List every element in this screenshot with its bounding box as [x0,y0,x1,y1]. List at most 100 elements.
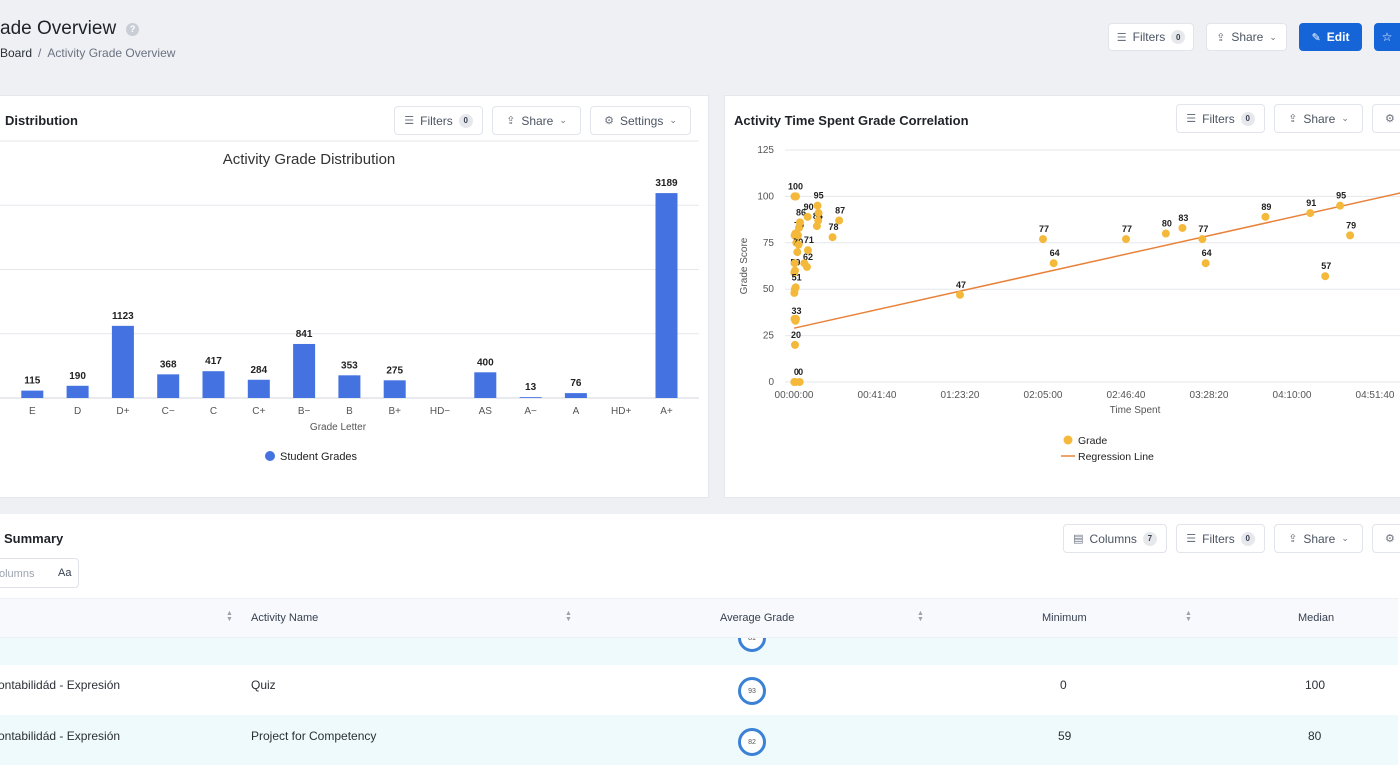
bar-value-label: 76 [570,378,582,389]
data-point [1039,235,1047,244]
summary-panel-actions: ▤ Columns 7 ☰ Filters 0 ⇪ Share ⌄ ⚙ [1063,524,1400,553]
bar [293,343,316,398]
th-average-grade[interactable]: Average Grade [720,612,795,624]
bar-value-label: 353 [341,360,358,371]
legend-label: Student Grades [280,451,358,463]
column-search-input[interactable]: olumns Aa [0,558,79,588]
sort-icon[interactable]: ▲ ▼ [565,610,572,623]
point-label: 87 [835,206,845,216]
sort-icon[interactable]: ▲ ▼ [1185,610,1192,623]
summary-filters-button[interactable]: ☰ Filters 0 [1176,524,1265,553]
dist-filters-button[interactable]: ☰ Filters 0 [394,106,483,135]
bar [202,371,225,398]
columns-button[interactable]: ▤ Columns 7 [1063,524,1167,553]
bar-value-label: 190 [69,371,86,382]
data-point [1161,229,1170,238]
dist-share-button[interactable]: ⇪ Share ⌄ [492,106,581,135]
filter-icon: ☰ [1116,31,1127,44]
sort-icon[interactable]: ▲ ▼ [226,610,233,623]
x-tick-label: B− [298,406,311,417]
data-point [956,290,964,299]
grade-distribution-chart: Activity Grade Distribution9115E190D1123… [0,140,699,463]
cell-course: ontabilidád - Expresión [0,729,121,743]
bar [474,372,497,398]
x-tick-label: D [74,406,81,417]
point-label: 91 [1306,198,1316,208]
cell-activity-name: Project for Competency [251,729,377,743]
chevron-down-icon: ⌄ [1341,113,1349,123]
bar-value-label: 284 [250,365,267,376]
x-tick-label: C [210,406,217,417]
header-filters-count: 0 [1171,30,1186,44]
y-tick-label: 50 [763,284,775,295]
summary-share-label: Share [1303,531,1336,546]
header-share-button[interactable]: ⇪ Share ⌄ [1206,23,1287,51]
point-label: 57 [1321,261,1331,271]
y-tick-label: 125 [757,145,774,156]
help-icon[interactable]: ? [126,22,140,36]
breadcrumb-separator: / [38,46,42,60]
data-point [790,259,799,268]
x-tick-label: 03:28:20 [1190,390,1229,401]
page-title: ade Overview ? [0,18,140,40]
cell-minimum: 59 [1058,729,1072,743]
bar-value-label: 417 [205,356,222,367]
legend-label: Regression Line [1078,451,1154,463]
sort-icon[interactable]: ▲ ▼ [917,610,924,623]
y-tick-label: 0 [768,377,774,388]
table-row[interactable]: ontabilidád - Expresión Project for Comp… [0,715,1398,765]
th-minimum[interactable]: Minimum [1042,612,1087,624]
corr-filters-count: 0 [1240,111,1255,126]
table-row[interactable]: 81 [0,638,1398,665]
point-label: 78 [829,222,839,232]
th-activity-name[interactable]: Activity Name [251,612,319,624]
edit-label: Edit [1326,30,1350,44]
cell-activity-name: Quiz [251,678,276,692]
columns-icon: ▤ [1073,533,1084,545]
chevron-down-icon: ⌄ [1341,533,1349,543]
cell-median: 100 [1305,678,1326,692]
bar [655,193,678,398]
summary-settings-button[interactable]: ⚙ [1372,524,1400,553]
point-label: 47 [956,280,966,290]
breadcrumb-board-link[interactable]: Board [0,46,33,60]
corr-share-button[interactable]: ⇪ Share ⌄ [1274,104,1363,133]
data-point [1198,235,1207,244]
filter-icon: ☰ [404,115,415,127]
point-label: 77 [1198,224,1208,234]
share-icon: ⇪ [1216,31,1226,44]
regression-line [793,192,1400,329]
corr-filters-button[interactable]: ☰ Filters 0 [1176,104,1265,133]
x-tick-label: E [29,406,36,417]
summary-share-button[interactable]: ⇪ Share ⌄ [1274,524,1363,553]
gear-icon: ⚙ [1385,113,1395,125]
favorite-button[interactable]: ☆ [1374,23,1400,51]
data-point [793,248,802,257]
average-grade-ring: 93 [738,677,766,705]
x-tick-label: HD+ [611,406,631,417]
data-point [1321,272,1330,281]
corr-settings-button[interactable]: ⚙ [1372,104,1400,133]
bar [338,375,361,398]
th-median[interactable]: Median [1298,612,1335,624]
bar [564,393,587,398]
table-row[interactable]: ontabilidád - Expresión Quiz 93 0 100 [0,665,1398,715]
point-label: 33 [791,306,801,316]
x-tick-label: C− [162,406,175,417]
columns-label: Columns [1089,531,1137,546]
point-label: 89 [1261,202,1271,212]
match-case-toggle[interactable]: Aa [58,567,72,579]
bar-value-label: 400 [477,357,494,368]
data-point [814,209,823,218]
dist-settings-button[interactable]: ⚙ Settings ⌄ [590,106,691,135]
filter-icon: ☰ [1186,533,1197,545]
star-icon: ☆ [1381,30,1393,44]
data-point [1178,223,1187,232]
header-filters-button[interactable]: ☰ Filters 0 [1108,23,1194,51]
edit-button[interactable]: ✎ Edit [1299,23,1362,51]
data-point [814,216,823,225]
y-tick-label: 100 [757,191,774,202]
data-point [1306,209,1315,218]
header-share-label: Share [1231,30,1264,44]
correlation-panel: Activity Time Spent Grade Correlation ☰ … [724,95,1400,498]
